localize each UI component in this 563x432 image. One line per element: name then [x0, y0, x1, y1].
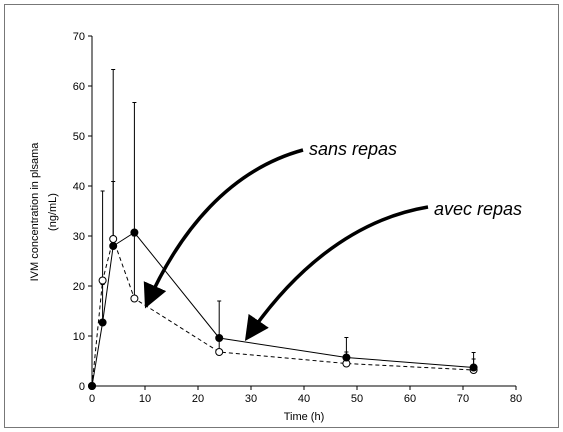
- annotation-arrow-sans-repas: [143, 148, 304, 309]
- error-bars: [100, 69, 476, 370]
- annotations: sans repas avec repas: [143, 139, 522, 342]
- x-axis-label: Time (h): [284, 411, 325, 423]
- data-points: [88, 228, 478, 390]
- y-tick-label: 60: [73, 81, 85, 93]
- data-point-open: [98, 276, 107, 285]
- y-tick-label: 0: [79, 381, 85, 393]
- data-point-filled: [342, 353, 351, 362]
- y-axis-label: IVM concentration in plsama: [29, 142, 41, 282]
- x-tick-label: 30: [245, 393, 257, 405]
- x-tick-label: 60: [404, 393, 416, 405]
- x-tick-label: 10: [139, 393, 151, 405]
- data-point-filled: [469, 363, 478, 372]
- y-tick-label: 50: [73, 131, 85, 143]
- data-point-open: [109, 235, 118, 243]
- x-tick-label: 0: [89, 393, 95, 405]
- annotation-sans-repas: sans repas: [309, 139, 397, 159]
- x-tick-label: 70: [457, 393, 469, 405]
- annotation-arrow-avec-repas: [244, 205, 429, 342]
- x-tick-label: 80: [510, 393, 522, 405]
- y-tick-label: 40: [73, 181, 85, 193]
- data-point-filled: [88, 382, 96, 390]
- y-tick-label: 20: [73, 281, 85, 293]
- data-point-filled: [215, 334, 224, 342]
- data-point-filled: [109, 242, 118, 250]
- data-point-open: [130, 294, 139, 303]
- y-tick-label: 30: [73, 231, 85, 243]
- y-axis-unit-label: (ng/mL): [47, 193, 59, 231]
- x-tick-label: 50: [351, 393, 363, 405]
- y-tick-label: 10: [73, 331, 85, 343]
- x-tick-label: 40: [298, 393, 310, 405]
- annotation-avec-repas: avec repas: [434, 199, 522, 219]
- data-point-filled: [98, 318, 107, 327]
- data-point-filled: [130, 228, 139, 237]
- y-tick-label: 70: [73, 31, 85, 43]
- x-tick-label: 20: [192, 393, 204, 405]
- ticks: 0 10 20 30 40 50 60 70 80 0 10 20 30 40 50 60 70: [73, 31, 522, 405]
- data-point-open: [215, 348, 224, 356]
